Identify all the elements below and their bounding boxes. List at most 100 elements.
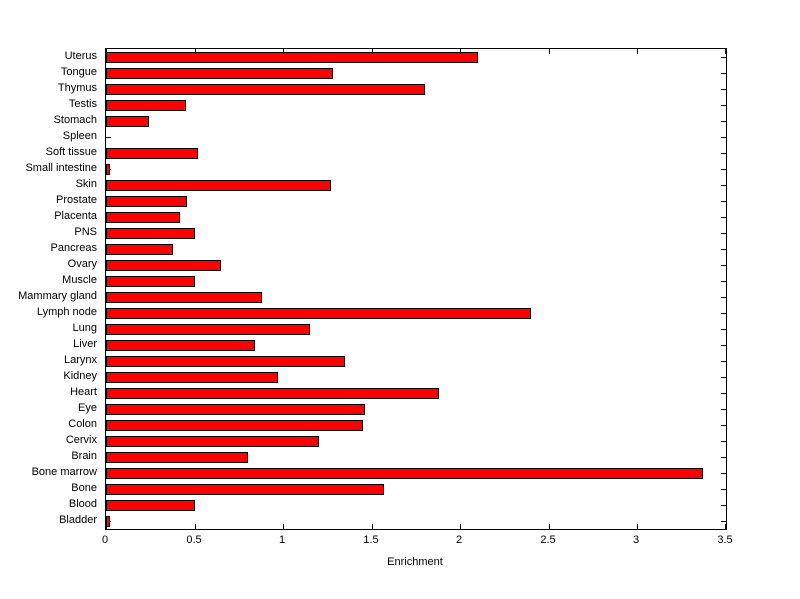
x-tick-mark (195, 49, 196, 54)
bar (106, 180, 331, 191)
y-tick-mark (721, 361, 726, 362)
y-tick-mark (721, 377, 726, 378)
bar (106, 436, 319, 447)
y-tick-label: Skin (75, 178, 97, 190)
y-tick-mark (721, 105, 726, 106)
y-tick-label: Tongue (60, 66, 97, 78)
bar (106, 100, 186, 111)
y-tick-mark (721, 137, 726, 138)
y-tick-mark (721, 89, 726, 90)
bar (106, 260, 221, 271)
y-tick-mark (721, 505, 726, 506)
x-tick-label: 1 (278, 534, 286, 546)
bar (106, 420, 363, 431)
x-tick-mark (725, 49, 726, 54)
y-tick-label: Stomach (53, 114, 97, 126)
y-tick-mark (106, 137, 111, 138)
x-tick-label: 3 (632, 534, 640, 546)
y-tick-label: Uterus (64, 50, 97, 62)
y-tick-label: Placenta (54, 210, 97, 222)
y-tick-label: PNS (74, 226, 97, 238)
bar (106, 452, 248, 463)
y-tick-mark (721, 457, 726, 458)
bar (106, 276, 195, 287)
y-tick-label: Cervix (65, 434, 97, 446)
bar (106, 212, 180, 223)
bar (106, 196, 187, 207)
x-tick-mark (372, 49, 373, 54)
y-tick-label: Lung (72, 322, 97, 334)
bar (106, 244, 173, 255)
bar (106, 116, 149, 127)
y-tick-label: Testis (68, 98, 97, 110)
y-tick-mark (721, 281, 726, 282)
y-tick-label: Bladder (59, 514, 97, 526)
y-tick-mark (721, 153, 726, 154)
y-tick-mark (721, 265, 726, 266)
y-tick-mark (721, 473, 726, 474)
bar (106, 500, 195, 511)
y-tick-mark (721, 57, 726, 58)
bar (106, 372, 278, 383)
y-tick-label: Small intestine (25, 162, 97, 174)
y-tick-mark (721, 201, 726, 202)
y-tick-mark (721, 121, 726, 122)
x-tick-mark (460, 49, 461, 54)
y-tick-mark (721, 521, 726, 522)
x-tick-mark (725, 524, 726, 529)
bar (106, 404, 365, 415)
x-tick-label: 1.5 (363, 534, 379, 546)
y-tick-label: Pancreas (50, 242, 97, 254)
y-tick-mark (721, 233, 726, 234)
y-tick-mark (721, 185, 726, 186)
y-tick-mark (721, 217, 726, 218)
bar (106, 324, 310, 335)
y-tick-label: Muscle (62, 274, 97, 286)
y-tick-label: Kidney (63, 370, 97, 382)
x-tick-mark (372, 524, 373, 529)
x-tick-label: 0.5 (186, 534, 202, 546)
bar (106, 292, 262, 303)
y-tick-label: Bone (71, 482, 97, 494)
y-tick-mark (721, 441, 726, 442)
bar (106, 468, 703, 479)
bar (106, 52, 478, 63)
x-tick-mark (549, 49, 550, 54)
x-tick-label: 2 (455, 534, 463, 546)
x-tick-label: 0 (101, 534, 109, 546)
y-tick-mark (721, 297, 726, 298)
x-tick-mark (283, 524, 284, 529)
x-tick-mark (637, 524, 638, 529)
y-tick-label: Colon (68, 418, 97, 430)
y-tick-mark (721, 489, 726, 490)
y-tick-mark (721, 329, 726, 330)
bar (106, 340, 255, 351)
y-tick-label: Spleen (62, 130, 97, 142)
y-tick-mark (721, 169, 726, 170)
bar (106, 228, 195, 239)
bar (106, 356, 345, 367)
y-tick-label: Ovary (67, 258, 97, 270)
x-tick-mark (549, 524, 550, 529)
y-tick-label: Larynx (63, 354, 97, 366)
bar (106, 84, 425, 95)
y-tick-mark (721, 345, 726, 346)
y-tick-mark (721, 393, 726, 394)
bar (106, 164, 110, 175)
y-tick-label: Brain (71, 450, 97, 462)
plot-area (105, 48, 727, 530)
x-tick-mark (637, 49, 638, 54)
y-tick-mark (721, 425, 726, 426)
y-tick-label: Blood (68, 498, 97, 510)
y-tick-label: Lymph node (36, 306, 97, 318)
x-tick-mark (106, 49, 107, 54)
x-axis-label: Enrichment (387, 556, 443, 568)
y-tick-mark (721, 73, 726, 74)
bar (106, 516, 110, 527)
y-tick-label: Mammary gland (18, 290, 97, 302)
bar (106, 148, 198, 159)
x-tick-label: 2.5 (540, 534, 556, 546)
x-tick-mark (106, 524, 107, 529)
x-tick-mark (283, 49, 284, 54)
